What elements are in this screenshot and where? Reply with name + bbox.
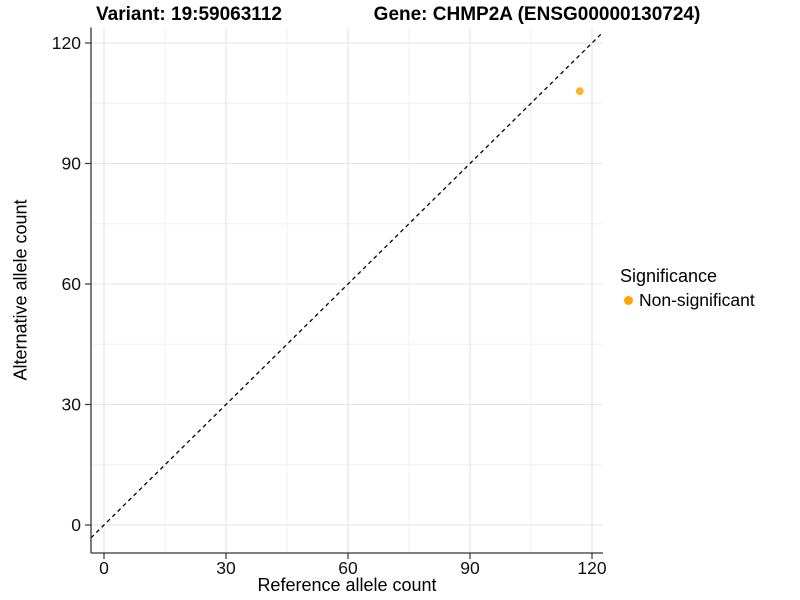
y-tick-label: 30 xyxy=(62,394,82,414)
panel-background xyxy=(91,28,603,553)
legend-entry: Non-significant xyxy=(620,290,755,311)
data-points-group xyxy=(575,87,584,96)
x-axis-title: Reference allele count xyxy=(257,575,437,595)
legend-title: Significance xyxy=(620,266,718,286)
x-tick-label: 30 xyxy=(216,558,236,578)
y-tick-label: 0 xyxy=(71,515,81,535)
data-point xyxy=(575,87,584,96)
legend-point-icon xyxy=(624,296,633,305)
gene-title: Gene: CHMP2A (ENSG00000130724) xyxy=(373,4,701,25)
x-tick-label: 90 xyxy=(460,558,480,578)
minor-gridlines xyxy=(91,28,603,553)
y-tick-label: 90 xyxy=(62,153,82,173)
x-tick-label: 0 xyxy=(99,558,109,578)
y-axis-title: Alternative allele count xyxy=(10,199,31,381)
x-tick-label: 120 xyxy=(577,558,606,578)
y-tick-label: 120 xyxy=(52,33,81,53)
y-tick-label: 60 xyxy=(62,274,82,294)
major-gridlines xyxy=(91,28,603,553)
axis-tick-labels: 0 30 60 90 120 0 30 60 90 120 xyxy=(52,33,607,578)
legend: Significance Non-significant xyxy=(620,264,755,311)
legend-entry-label: Non-significant xyxy=(639,290,755,310)
x-tick-label: 60 xyxy=(338,558,358,578)
variant-title: Variant: 19:59063112 xyxy=(96,4,282,25)
axis-ticks xyxy=(85,42,593,559)
